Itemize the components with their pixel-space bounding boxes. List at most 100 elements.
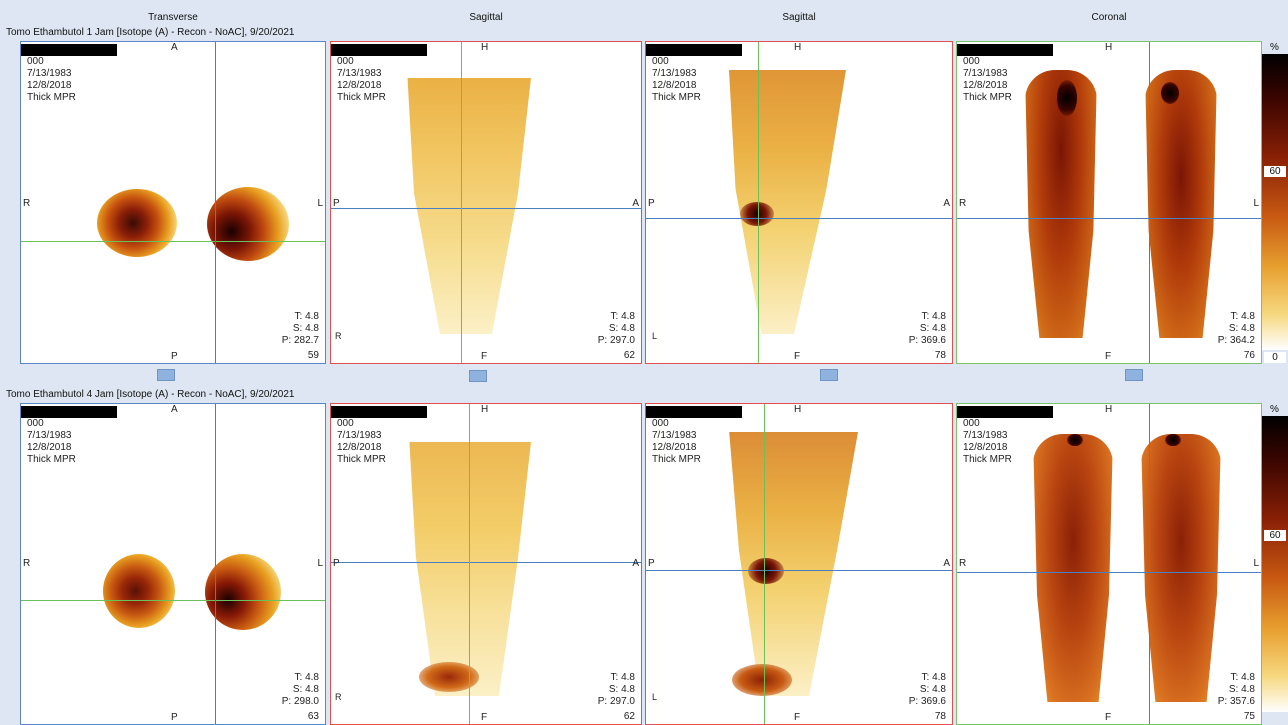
crosshair-horizontal bbox=[957, 218, 1261, 219]
orient-bottom: F bbox=[1105, 351, 1112, 362]
kidney-right bbox=[103, 554, 175, 628]
viewport-sagittal-2[interactable]: 000 7/13/1983 12/8/2018 Thick MPR H F P … bbox=[645, 41, 953, 364]
orient-right: A bbox=[943, 198, 950, 209]
redacted-patient-name bbox=[21, 44, 117, 56]
colorbar-unit: % bbox=[1270, 42, 1279, 53]
hotspot bbox=[732, 664, 792, 696]
slice-number: 76 bbox=[1243, 350, 1255, 361]
redacted-patient-name bbox=[331, 44, 427, 56]
viewport-coronal-1[interactable]: 000 7/13/1983 12/8/2018 Thick MPR H F R … bbox=[956, 41, 1262, 364]
hotspot bbox=[1161, 82, 1179, 104]
orient-corner: R bbox=[335, 331, 342, 341]
slice-params: T: 4.8 S: 4.8 P: 298.0 bbox=[281, 672, 319, 707]
orient-top: H bbox=[481, 42, 489, 53]
slice-number: 75 bbox=[1243, 711, 1255, 722]
kidney-left bbox=[205, 554, 281, 630]
orient-top: H bbox=[794, 42, 802, 53]
series-title-2: Tomo Ethambutol 4 Jam [Isotope (A) - Rec… bbox=[6, 389, 295, 400]
slice-params: T: 4.8 S: 4.8 P: 282.7 bbox=[281, 311, 319, 346]
slice-number: 78 bbox=[934, 350, 946, 361]
patient-info: 000 7/13/1983 12/8/2018 Thick MPR bbox=[337, 56, 386, 103]
slice-slider-handle[interactable] bbox=[1125, 369, 1143, 381]
patient-info: 000 7/13/1983 12/8/2018 Thick MPR bbox=[27, 56, 76, 103]
orient-bottom: F bbox=[481, 351, 488, 362]
orient-right: L bbox=[317, 558, 323, 569]
patient-info: 000 7/13/1983 12/8/2018 Thick MPR bbox=[652, 56, 701, 103]
crosshair-vertical bbox=[764, 404, 765, 724]
kidney-left bbox=[207, 187, 289, 261]
activity-sagittal bbox=[407, 78, 531, 334]
viewport-coronal-2[interactable]: 000 7/13/1983 12/8/2018 Thick MPR H F R … bbox=[956, 403, 1262, 725]
redacted-patient-name bbox=[957, 44, 1053, 56]
orient-top: A bbox=[171, 42, 178, 53]
crosshair-vertical bbox=[461, 42, 462, 363]
crosshair-horizontal bbox=[646, 218, 952, 219]
orient-left: R bbox=[959, 558, 967, 569]
slice-params: T: 4.8 S: 4.8 P: 297.0 bbox=[597, 672, 635, 707]
orient-right: L bbox=[317, 198, 323, 209]
slice-number: 78 bbox=[934, 711, 946, 722]
slice-slider-handle[interactable] bbox=[469, 370, 487, 382]
colorbar bbox=[1262, 416, 1288, 712]
orient-right: A bbox=[943, 558, 950, 569]
crosshair-horizontal bbox=[21, 241, 325, 242]
activity-leg-right bbox=[1025, 70, 1097, 338]
viewport-sagittal-4[interactable]: 000 7/13/1983 12/8/2018 Thick MPR H F P … bbox=[645, 403, 953, 725]
slice-number: 62 bbox=[623, 350, 635, 361]
viewport-sagittal-1[interactable]: 000 7/13/1983 12/8/2018 Thick MPR H F P … bbox=[330, 41, 642, 364]
orient-bottom: F bbox=[481, 712, 488, 723]
slice-number: 63 bbox=[307, 711, 319, 722]
viewport-transverse-2[interactable]: 000 7/13/1983 12/8/2018 Thick MPR A P R … bbox=[20, 403, 326, 725]
crosshair-horizontal bbox=[21, 600, 325, 601]
redacted-patient-name bbox=[957, 406, 1053, 418]
slice-slider-handle[interactable] bbox=[820, 369, 838, 381]
orient-top: H bbox=[481, 404, 489, 415]
hotspot bbox=[1067, 434, 1083, 446]
activity-leg-left bbox=[1141, 434, 1221, 702]
kidney-right bbox=[97, 189, 177, 257]
column-header-transverse: Transverse bbox=[148, 12, 198, 23]
hotspot bbox=[748, 558, 784, 584]
hotspot bbox=[1057, 80, 1077, 116]
orient-right: A bbox=[632, 198, 639, 209]
crosshair-horizontal bbox=[646, 570, 952, 571]
orient-top: H bbox=[1105, 42, 1113, 53]
crosshair-vertical bbox=[758, 42, 759, 363]
orient-top: A bbox=[171, 404, 178, 415]
redacted-patient-name bbox=[21, 406, 117, 418]
hotspot bbox=[740, 202, 774, 226]
patient-info: 000 7/13/1983 12/8/2018 Thick MPR bbox=[652, 418, 701, 465]
orient-bottom: P bbox=[171, 351, 178, 362]
slice-slider-handle[interactable] bbox=[157, 369, 175, 381]
crosshair-vertical bbox=[469, 404, 470, 724]
patient-info: 000 7/13/1983 12/8/2018 Thick MPR bbox=[963, 56, 1012, 103]
orient-left: P bbox=[333, 198, 340, 209]
crosshair-vertical bbox=[1149, 42, 1150, 363]
viewport-sagittal-3[interactable]: 000 7/13/1983 12/8/2018 Thick MPR H F P … bbox=[330, 403, 642, 725]
patient-info: 000 7/13/1983 12/8/2018 Thick MPR bbox=[337, 418, 386, 465]
crosshair-horizontal bbox=[331, 208, 641, 209]
slice-params: T: 4.8 S: 4.8 P: 364.2 bbox=[1217, 311, 1255, 346]
orient-left: P bbox=[333, 558, 340, 569]
activity-leg-left bbox=[1145, 70, 1217, 338]
hotspot bbox=[419, 662, 479, 692]
crosshair-vertical bbox=[1149, 404, 1150, 724]
orient-bottom: P bbox=[171, 712, 178, 723]
redacted-patient-name bbox=[646, 406, 742, 418]
orient-corner: R bbox=[335, 692, 342, 702]
colorbar-unit: % bbox=[1270, 404, 1279, 415]
orient-bottom: F bbox=[1105, 712, 1112, 723]
orient-bottom: F bbox=[794, 351, 801, 362]
colorbar-mid: 60 bbox=[1264, 166, 1286, 177]
activity-leg-right bbox=[1033, 434, 1113, 702]
slice-number: 59 bbox=[307, 350, 319, 361]
colorbar bbox=[1262, 54, 1288, 350]
column-header-sagittal-2: Sagittal bbox=[782, 12, 816, 23]
slice-params: T: 4.8 S: 4.8 P: 297.0 bbox=[597, 311, 635, 346]
viewport-transverse-1[interactable]: 000 7/13/1983 12/8/2018 Thick MPR A P R … bbox=[20, 41, 326, 364]
orient-left: R bbox=[23, 558, 31, 569]
hotspot bbox=[1165, 434, 1181, 446]
crosshair-horizontal bbox=[331, 562, 641, 563]
column-header-sagittal-1: Sagittal bbox=[469, 12, 503, 23]
redacted-patient-name bbox=[646, 44, 742, 56]
